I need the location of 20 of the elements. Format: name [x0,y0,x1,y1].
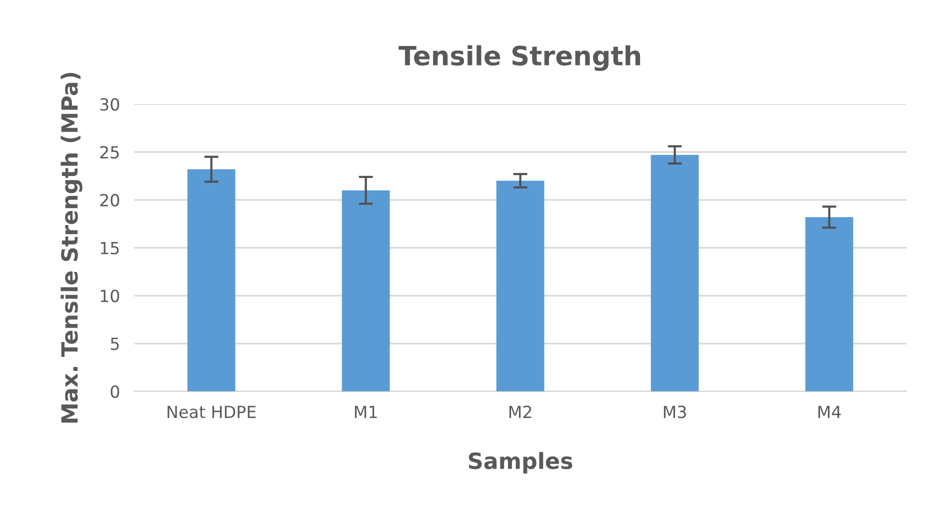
bar [805,217,854,392]
x-tick-label: M2 [509,406,532,418]
y-tick-label: 0 [110,385,120,398]
chart-title: Tensile Strength [398,45,640,71]
bar [342,190,390,392]
y-tick-label: 15 [100,242,119,254]
y-tick-label: 20 [100,194,120,206]
y-axis-title: Max. Tensile Strength (MPa) [60,72,82,423]
y-tick-label: 5 [110,338,119,350]
x-tick-label: Neat HDPE [168,406,256,418]
bar [187,169,236,392]
x-tick-label: M1 [354,406,377,418]
bar [650,154,699,392]
y-tick-label: 25 [100,146,119,159]
x-tick-label: M3 [664,406,686,418]
y-tick-label: 30 [100,98,120,111]
x-tick-label: M4 [818,406,841,418]
bar [496,180,544,392]
x-axis-title: Samples [468,452,572,474]
y-tick-label: 10 [100,290,120,302]
